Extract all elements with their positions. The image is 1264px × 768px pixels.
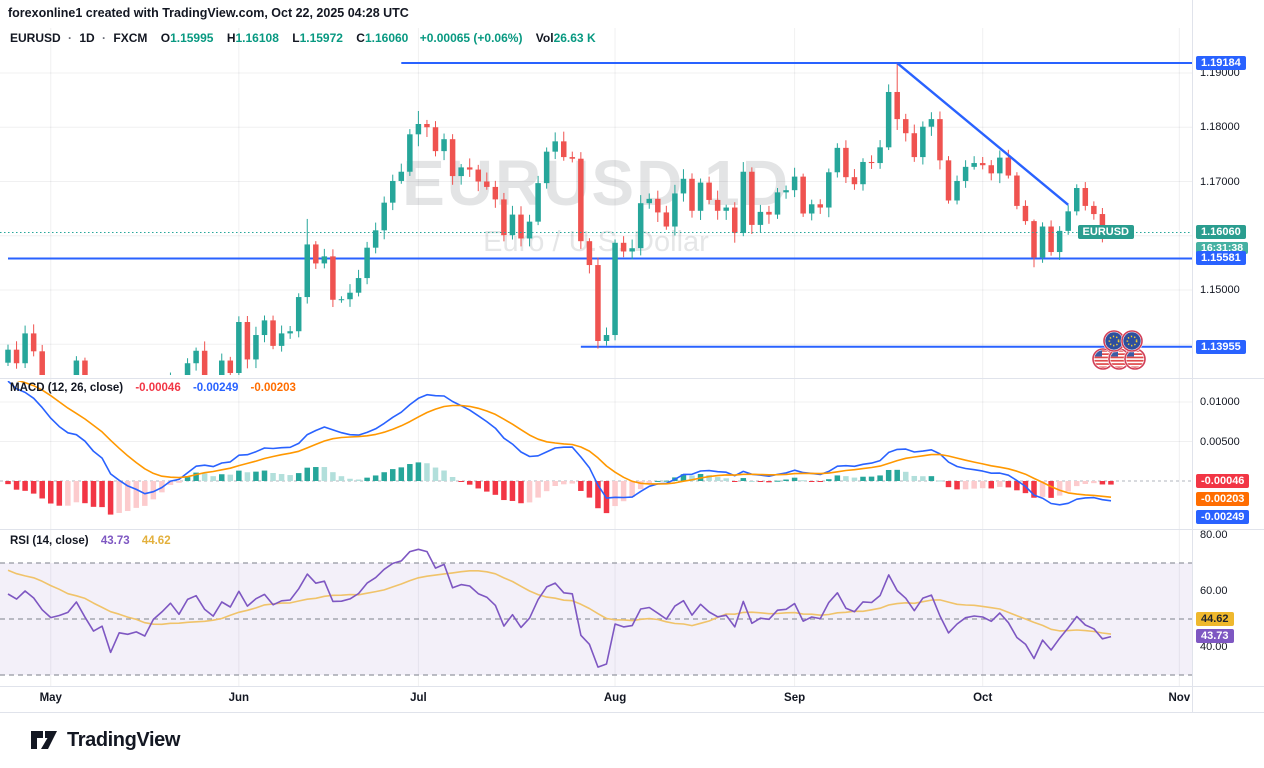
bar-countdown-badge: 16:31:38: [1196, 242, 1249, 254]
open-label: O: [160, 31, 171, 45]
high-label: H: [226, 31, 236, 45]
descending-trendline[interactable]: [896, 62, 1069, 206]
price-axis-label: 1.17000: [1200, 175, 1240, 188]
rsi-title: RSI (14, close): [10, 535, 89, 547]
watermark-symbol: EURUSD 1D: [402, 147, 790, 219]
close-label: C: [356, 31, 365, 45]
tradingview-logo-icon: [31, 731, 57, 749]
rsi-ma-value: 44.62: [141, 535, 171, 547]
macd-axis-label: 0.00500: [1200, 435, 1240, 448]
symbol-legend[interactable]: EURUSD · 1D · FXCM O1.15995 H1.16108 L1.…: [10, 31, 596, 45]
rsi-axis-label: 60.00: [1200, 585, 1228, 597]
macd-axis-label: 0.01000: [1200, 396, 1240, 408]
macd-value-badge: -0.00249: [1196, 510, 1250, 524]
legend-symbol: EURUSD: [10, 31, 61, 45]
macd-legend[interactable]: MACD (12, 26, close) -0.00046 -0.00249 -…: [10, 382, 296, 394]
rsi-value-badge: 43.73: [1196, 629, 1234, 643]
rsi-axis-label: 80.00: [1200, 529, 1228, 541]
open-value: 1.15995: [170, 31, 214, 45]
rsi-axis-label: 40.00: [1200, 641, 1228, 653]
change-value: +0.00065 (+0.06%): [419, 31, 523, 45]
legend-timeframe: 1D: [79, 31, 95, 45]
macd-line: [7, 381, 1112, 506]
legend-exchange: FXCM: [113, 31, 148, 45]
price-axis-label: 1.19000: [1200, 67, 1240, 79]
rsi-value: 43.73: [100, 535, 130, 547]
pane-separator-macd[interactable]: [0, 378, 1264, 379]
macd-histogram: [5, 462, 1114, 515]
rsi-ma-line: [7, 569, 1112, 635]
close-value: 1.16060: [364, 31, 409, 45]
macd-value-badge: -0.00203: [1196, 492, 1250, 506]
symbol-watermark: EURUSD 1D Euro / U.S. Dollar: [0, 146, 1192, 259]
low-value: 1.15972: [299, 31, 343, 45]
rsi-line: [7, 548, 1112, 668]
tradingview-brand-text: TradingView: [67, 728, 181, 751]
price-axis-label: 1.18000: [1200, 121, 1240, 134]
macd-value-badge: -0.00046: [1196, 474, 1250, 488]
low-label: L: [292, 31, 300, 45]
price-axis-border: [1192, 0, 1193, 712]
time-axis-separator: [0, 686, 1264, 687]
pane-separator-rsi[interactable]: [0, 529, 1264, 530]
tradingview-logo[interactable]: TradingView: [30, 727, 180, 753]
price-level-badge: 1.13955: [1196, 339, 1246, 354]
macd-histogram-value: -0.00046: [135, 382, 181, 394]
price-level-badge: 1.15581: [1196, 251, 1246, 266]
price-axis-label: 1.15000: [1200, 284, 1240, 296]
price-level-badge: 1.19184: [1196, 56, 1246, 71]
high-value: 1.16108: [235, 31, 279, 45]
macd-line-value: -0.00249: [192, 382, 239, 394]
chart-attribution: forexonline1 created with TradingView.co…: [8, 6, 409, 20]
price-chart-canvas[interactable]: [0, 0, 1192, 712]
volume-label: Vol: [535, 31, 554, 45]
rsi-legend[interactable]: RSI (14, close) 43.73 44.62: [10, 535, 171, 547]
macd-title: MACD (12, 26, close): [10, 382, 124, 394]
rsi-value-badge: 44.62: [1196, 612, 1234, 626]
currency-pair-flags-icon: [1091, 329, 1147, 371]
chart-bottom-border: [0, 712, 1264, 713]
volume-value: 26.63 K: [553, 31, 596, 45]
legend-separator: ·: [102, 31, 107, 45]
macd-signal-value: -0.00203: [250, 382, 296, 394]
horizontal-ray-lines[interactable]: [8, 62, 1192, 348]
macd-signal-line: [16, 381, 1112, 498]
last-price-badge: 1.16060: [1196, 225, 1246, 239]
legend-separator: ·: [68, 31, 73, 45]
